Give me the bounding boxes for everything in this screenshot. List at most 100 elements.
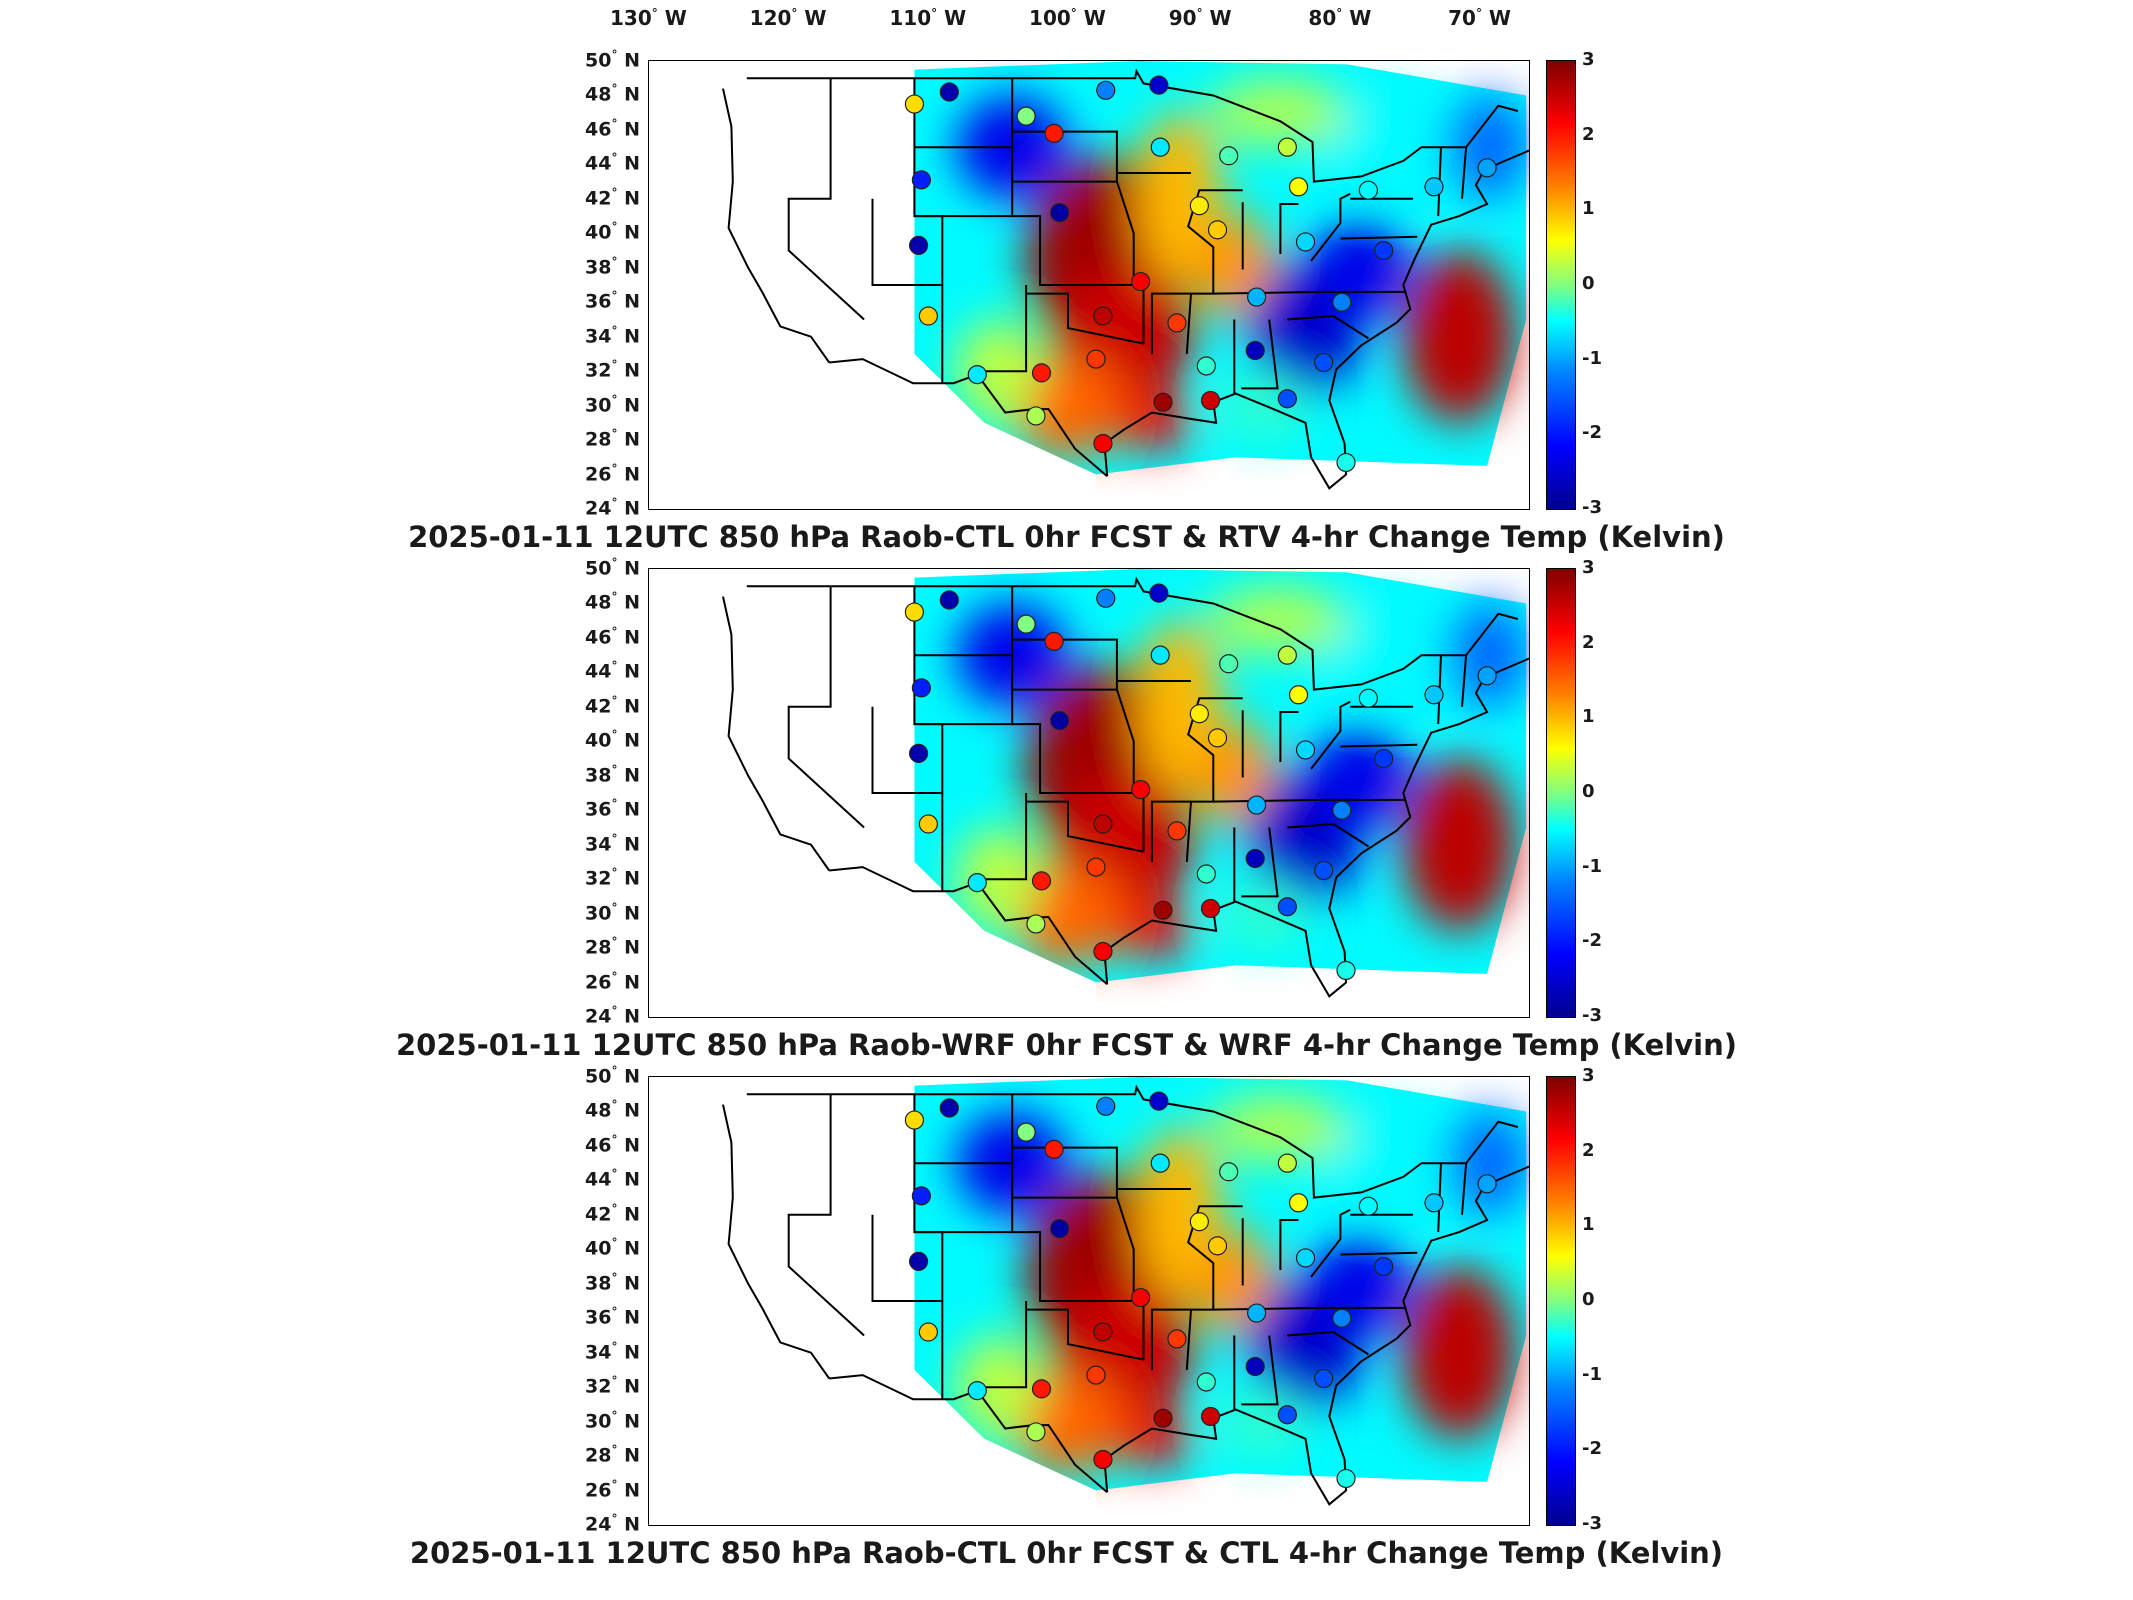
raob-station-marker	[1332, 800, 1352, 820]
raob-station-marker	[1477, 1174, 1497, 1194]
raob-station-marker	[1277, 389, 1297, 409]
raob-station-marker	[1093, 306, 1113, 326]
longitude-tick-label: 120° W	[749, 6, 827, 30]
boundary-line	[829, 358, 1108, 478]
raob-station-marker	[1314, 1368, 1334, 1389]
raob-station-marker	[1044, 631, 1064, 651]
panel-title: 2025-01-11 12UTC 850 hPa Raob-WRF 0hr FC…	[395, 1028, 1737, 1062]
colorbar-tick-label: -2	[1582, 930, 1602, 952]
colorbar-tick-label: 3	[1582, 1065, 1595, 1086]
latitude-tick-label: 50° N	[585, 556, 640, 580]
boundary-line	[975, 793, 1028, 881]
field-anomaly	[1445, 603, 1529, 707]
colorbar-tick-label: -3	[1582, 497, 1602, 518]
raob-station-marker	[1093, 941, 1113, 962]
boundary-line	[975, 1301, 1028, 1389]
raob-station-marker	[1031, 1379, 1052, 1399]
field-anomaly	[1319, 95, 1460, 199]
raob-station-marker	[1026, 1422, 1046, 1442]
raob-station-marker	[1189, 704, 1209, 724]
boundary-line	[1310, 700, 1351, 770]
raob-station-marker	[1358, 688, 1378, 708]
raob-station-marker	[1207, 1236, 1228, 1256]
boundary-line	[1241, 319, 1279, 390]
boundary-line	[1115, 181, 1135, 285]
field-anomaly	[1312, 1232, 1411, 1336]
boundary-line	[1241, 827, 1279, 898]
raob-station-marker	[1245, 1356, 1265, 1377]
raob-station-marker	[1149, 75, 1169, 95]
raob-station-marker	[1374, 748, 1394, 769]
colorbar-tick-label: -3	[1582, 1005, 1602, 1026]
latitude-tick-label: 36° N	[585, 289, 640, 313]
colorbar-tick-label: -1	[1582, 347, 1602, 369]
colorbar-tick-label: -2	[1582, 1438, 1602, 1460]
raob-station-marker	[1424, 1193, 1444, 1213]
colorbar-tick-label: 0	[1582, 273, 1595, 294]
latitude-tick-label: 26° N	[585, 461, 640, 485]
field-anomaly	[1445, 1111, 1529, 1215]
raob-station-marker	[1031, 871, 1052, 891]
colorbar-tick-label: -1	[1582, 1363, 1602, 1385]
latitude-axis: 50° N 48° N 46° N 44° N 42° N 40° N 38° N 36° N…	[560, 48, 646, 519]
latitude-tick-label: 32° N	[585, 358, 640, 382]
raob-station-marker	[1050, 1219, 1070, 1239]
latitude-tick-label: 34° N	[585, 831, 640, 856]
raob-station-marker	[1131, 779, 1151, 800]
raob-station-marker	[1189, 1212, 1209, 1232]
raob-station-marker	[1295, 232, 1316, 252]
raob-station-marker	[1245, 848, 1265, 869]
longitude-tick-label: 70° W	[1448, 6, 1511, 30]
boundary-line	[1150, 1205, 1243, 1370]
raob-station-marker	[1200, 898, 1221, 919]
temperature-map	[648, 1076, 1530, 1526]
latitude-tick-label: 38° N	[585, 254, 640, 279]
latitude-tick-label: 30° N	[585, 392, 640, 416]
temperature-change-field	[956, 586, 1529, 966]
raob-station-marker	[1016, 1122, 1036, 1142]
latitude-tick-label: 30° N	[585, 900, 640, 924]
raob-station-marker	[1149, 583, 1169, 603]
raob-station-marker	[918, 306, 938, 326]
raob-station-marker	[1150, 1153, 1170, 1173]
field-anomaly	[1403, 1266, 1516, 1439]
boundary-line	[1287, 314, 1369, 340]
raob-station-marker	[918, 814, 938, 834]
raob-station-marker	[1093, 433, 1113, 454]
boundary-line	[787, 586, 865, 829]
boundary-line	[1012, 1231, 1145, 1360]
latitude-tick-label: 48° N	[585, 82, 640, 106]
longitude-tick-label: 80° W	[1308, 6, 1372, 30]
raob-station-marker	[1207, 728, 1228, 748]
field-anomaly	[1207, 78, 1348, 148]
raob-station-marker	[1167, 313, 1187, 333]
latitude-tick-label: 30° N	[585, 1408, 640, 1432]
latitude-tick-label: 32° N	[585, 1374, 640, 1398]
raob-station-marker	[1153, 1408, 1173, 1428]
latitude-tick-label: 32° N	[585, 866, 640, 890]
raob-station-marker	[1153, 900, 1173, 920]
raob-station-marker	[1167, 821, 1187, 841]
field-anomaly	[1319, 603, 1460, 707]
raob-station-marker	[1196, 864, 1216, 884]
boundary-line	[1279, 711, 1299, 762]
latitude-tick-label: 26° N	[585, 1477, 640, 1501]
latitude-tick-label: 24° N	[585, 1512, 640, 1536]
longitude-tick-label: 110° W	[889, 6, 967, 30]
raob-station-marker	[1295, 740, 1316, 760]
latitude-tick-label: 46° N	[585, 1132, 640, 1157]
colorbar-tick-label: 1	[1582, 706, 1595, 728]
raob-station-marker	[939, 590, 959, 610]
latitude-tick-label: 44° N	[585, 659, 640, 683]
latitude-tick-label: 50° N	[585, 48, 640, 72]
raob-station-marker	[1044, 123, 1064, 143]
raob-station-marker	[904, 602, 924, 622]
panel-title: 2025-01-11 12UTC 850 hPa Raob-CTL 0hr FC…	[408, 520, 1725, 554]
boundary-line	[1115, 1197, 1135, 1301]
latitude-tick-label: 24° N	[585, 1004, 640, 1028]
raob-station-marker	[1288, 177, 1309, 197]
raob-station-marker	[939, 82, 959, 102]
colorbar-tick-label: 0	[1582, 781, 1595, 802]
raob-station-marker	[1086, 1365, 1106, 1385]
boundary-line	[1279, 203, 1299, 254]
